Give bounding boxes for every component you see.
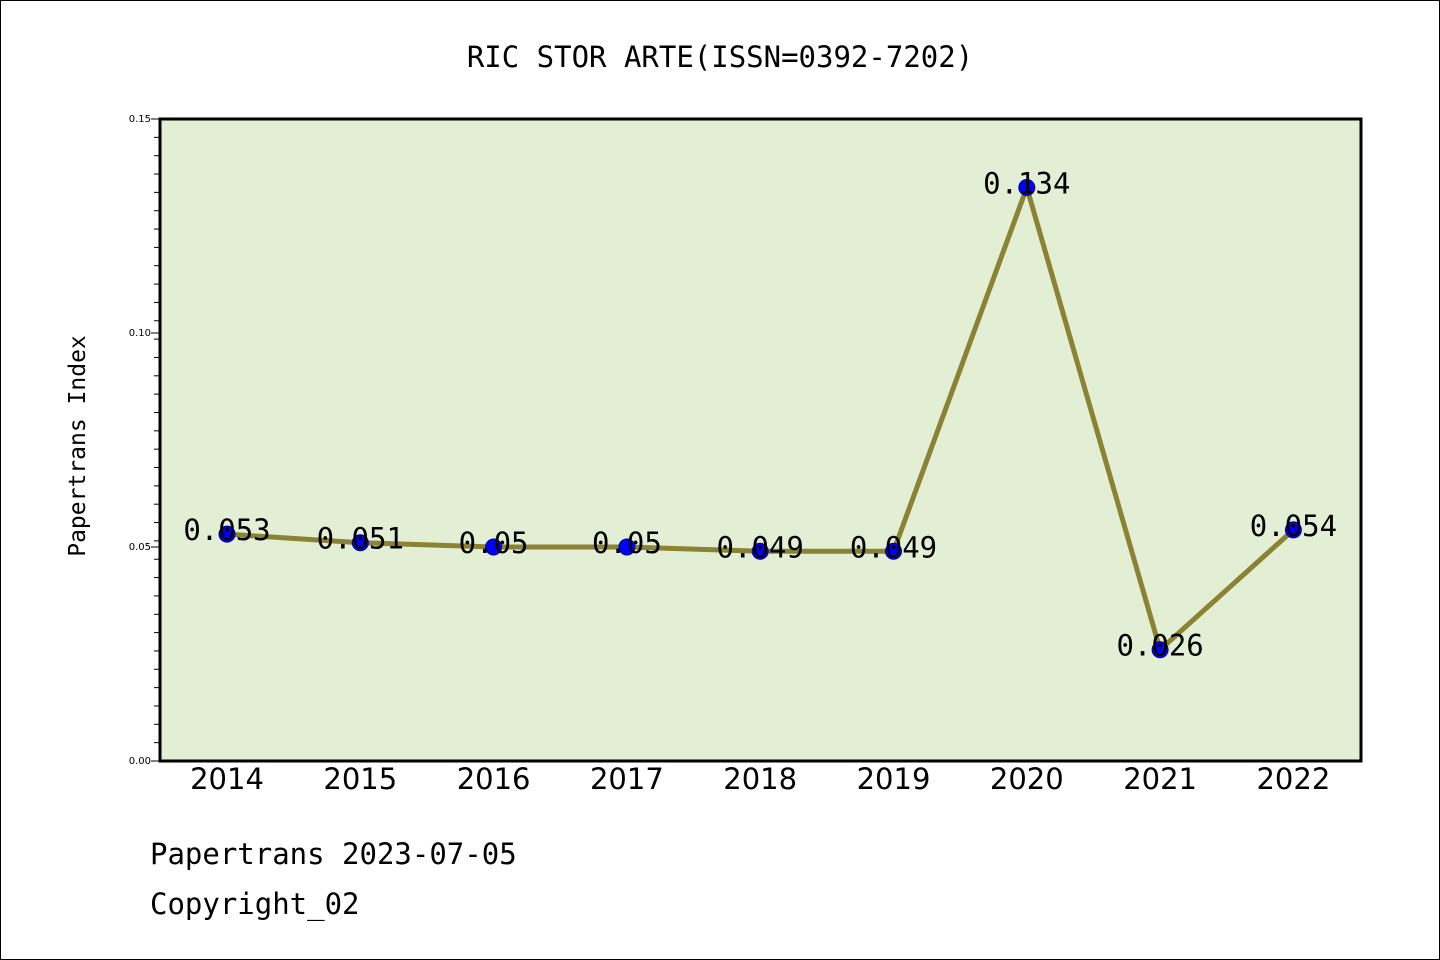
chart-title: RIC STOR ARTE(ISSN=0392-7202) [467,40,973,74]
x-tick-label: 2017 [590,762,664,796]
x-tick-label: 2019 [857,762,931,796]
data-label: 0.049 [850,530,937,564]
data-point [1018,178,1036,196]
x-tick-label: 2022 [1256,762,1330,796]
data-label: 0.05 [459,526,529,560]
x-tick-label: 2020 [990,762,1064,796]
plot-area [158,117,1363,763]
y-tick-label: 0.00 [129,756,151,767]
data-label: 0.026 [1116,629,1203,663]
data-point [885,542,902,560]
data-point [1284,521,1302,539]
y-tick-label: 0.15 [129,114,151,125]
data-label: 0.049 [717,530,804,564]
x-tick-label: 2021 [1123,762,1197,796]
y-axis-ticks: 0.00 0.05 0.10 0.15 [129,114,160,767]
data-label: 0.051 [317,522,404,556]
data-label: 0.05 [592,526,662,560]
data-point [1151,641,1169,659]
data-point [351,534,369,552]
x-tick-label: 2018 [723,762,797,796]
x-axis-ticks: 2014 2015 2016 2017 2018 2019 2020 2021 2022 [190,762,1330,796]
data-label: 0.053 [183,513,270,547]
y-axis-label: Papertrans Index [65,335,91,557]
y-tick-label: 0.10 [129,328,151,339]
series-markers [218,178,1302,659]
footer-date: Papertrans 2023-07-05 [150,837,517,871]
data-point [218,525,236,543]
x-tick-label: 2014 [190,762,264,796]
x-tick-label: 2015 [323,762,397,796]
data-point [751,542,769,560]
data-label: 0.134 [983,166,1070,200]
footer-copyright: Copyright_02 [150,887,360,922]
y-tick-label: 0.05 [129,542,151,553]
data-point [485,538,503,556]
x-tick-label: 2016 [457,762,531,796]
data-label: 0.054 [1250,509,1337,543]
data-labels: 0.053 0.051 0.05 0.05 0.049 0.049 0.134 0.026 0.… [183,166,1337,662]
data-point [618,538,636,556]
